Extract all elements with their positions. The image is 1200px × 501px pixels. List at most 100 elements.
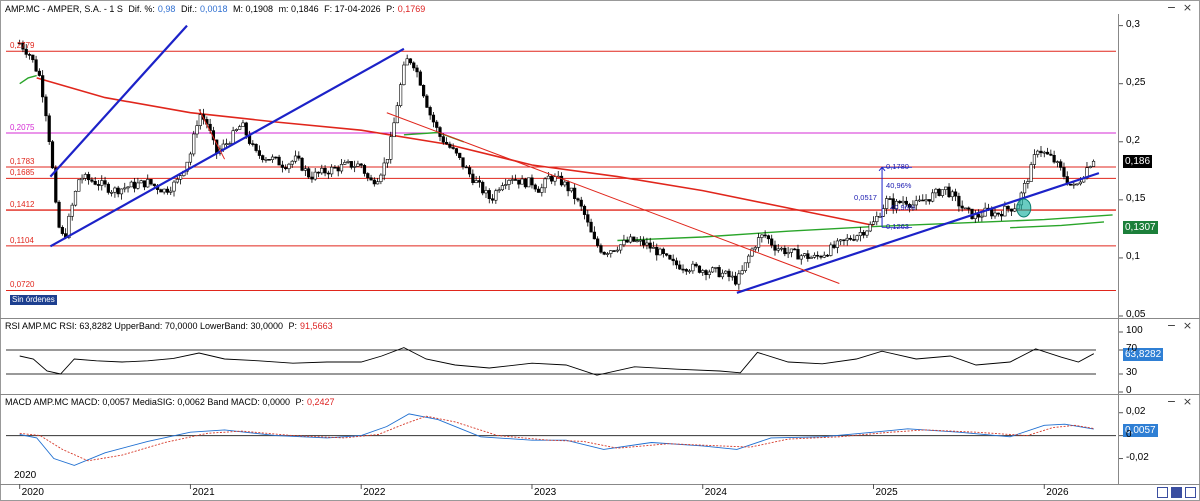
trendline [198, 109, 226, 160]
measure-lower-label: 0,1263 [886, 222, 909, 232]
candle-up [1026, 181, 1030, 184]
candle-up [67, 215, 71, 239]
x-tick-label: 2023 [533, 487, 557, 498]
candle-down [559, 175, 564, 186]
candle-down [816, 254, 820, 257]
candle-down [999, 213, 1004, 217]
candle-up [885, 198, 889, 209]
candle-up [1013, 208, 1017, 212]
candle-down [904, 200, 908, 205]
candle-down [54, 167, 58, 203]
candle-up [779, 247, 784, 250]
candle-up [839, 239, 843, 242]
x-tick-label: 2021 [192, 487, 215, 498]
candle-up [270, 156, 275, 160]
minimize-button[interactable]: − [1166, 1, 1177, 14]
rsi-value-tag: 63,8282 [1123, 348, 1164, 361]
candle-up [146, 179, 150, 188]
candle-down [927, 199, 931, 202]
candle-up [231, 130, 235, 144]
candle-down [1049, 153, 1053, 156]
candle-up [100, 180, 104, 186]
close-button[interactable]: × [1182, 1, 1193, 14]
candle-down [704, 270, 708, 276]
measure-diff-label: 0,0517 [854, 192, 877, 202]
candle-up [224, 143, 229, 145]
layout-icon[interactable] [1157, 487, 1168, 498]
candle-down [832, 244, 836, 248]
candle-up [172, 181, 176, 192]
candle-down [165, 188, 170, 193]
rsi-minimize-button[interactable]: − [1166, 319, 1177, 332]
candle-up [980, 215, 984, 218]
macd-minimize-button[interactable]: − [1166, 395, 1177, 408]
candle-up [931, 192, 935, 202]
candle-down [487, 190, 491, 200]
candle-down [770, 238, 774, 246]
candle-up [776, 248, 780, 251]
y-tick-label: 0,25 [1126, 76, 1146, 88]
candle-down [763, 234, 767, 237]
candle-down [142, 180, 147, 188]
candle-down [366, 173, 370, 179]
candle-down [852, 239, 856, 241]
candle-down [921, 199, 925, 202]
save-icon[interactable] [1171, 487, 1182, 498]
grid-icon[interactable] [1185, 487, 1196, 498]
candle-up [855, 235, 859, 241]
candle-down [891, 198, 895, 209]
rsi-close-button[interactable]: × [1182, 319, 1193, 332]
candle-up [192, 133, 196, 155]
level-label: 0,1104 [10, 235, 34, 245]
candle-down [661, 248, 665, 255]
candle-down [464, 166, 468, 169]
candle-down [582, 205, 587, 215]
candle-up [136, 182, 140, 189]
x-tick-label: 2026 [1046, 487, 1069, 498]
candle-up [402, 64, 406, 86]
measure-inner-label: 40,96% [890, 202, 916, 212]
candle-up [760, 234, 764, 238]
macd-close-button[interactable]: × [1182, 395, 1193, 408]
candle-down [103, 180, 107, 185]
level-label: 0,2075 [10, 123, 35, 133]
macd-y-tick-label: -0,02 [1126, 451, 1149, 463]
candle-down [888, 198, 892, 200]
candle-down [274, 156, 278, 159]
candle-up [546, 175, 550, 180]
candle-up [80, 178, 84, 181]
candle-down [1045, 151, 1050, 155]
candle-down [586, 214, 590, 223]
x-tick-label: 2022 [363, 487, 386, 498]
candle-up [343, 162, 347, 165]
candle-up [1036, 150, 1040, 155]
candle-up [198, 114, 202, 126]
candle-down [694, 263, 698, 267]
candle-up [123, 187, 127, 190]
candle-up [645, 242, 649, 246]
candle-up [638, 239, 642, 242]
candle-up [293, 155, 298, 162]
candle-up [504, 184, 508, 186]
level-label: 0,2779 [10, 41, 35, 51]
candle-down [349, 161, 353, 168]
candle-down [766, 235, 771, 240]
candle-down [806, 253, 810, 259]
candle-down [149, 179, 153, 185]
candle-up [1091, 160, 1096, 167]
candle-down [898, 200, 902, 204]
candle-up [911, 204, 915, 208]
candle-down [589, 221, 593, 233]
measure-arrow [878, 166, 886, 172]
candle-down [1062, 167, 1066, 177]
candle-up [320, 168, 324, 174]
candle-up [724, 270, 728, 274]
candle-down [261, 155, 265, 161]
candle-down [477, 180, 482, 183]
level-label: 0,0720 [10, 280, 35, 290]
candle-up [914, 200, 918, 206]
candle-down [697, 265, 702, 273]
candle-down [267, 159, 271, 161]
max-value: M: 0,1908 [233, 4, 274, 14]
